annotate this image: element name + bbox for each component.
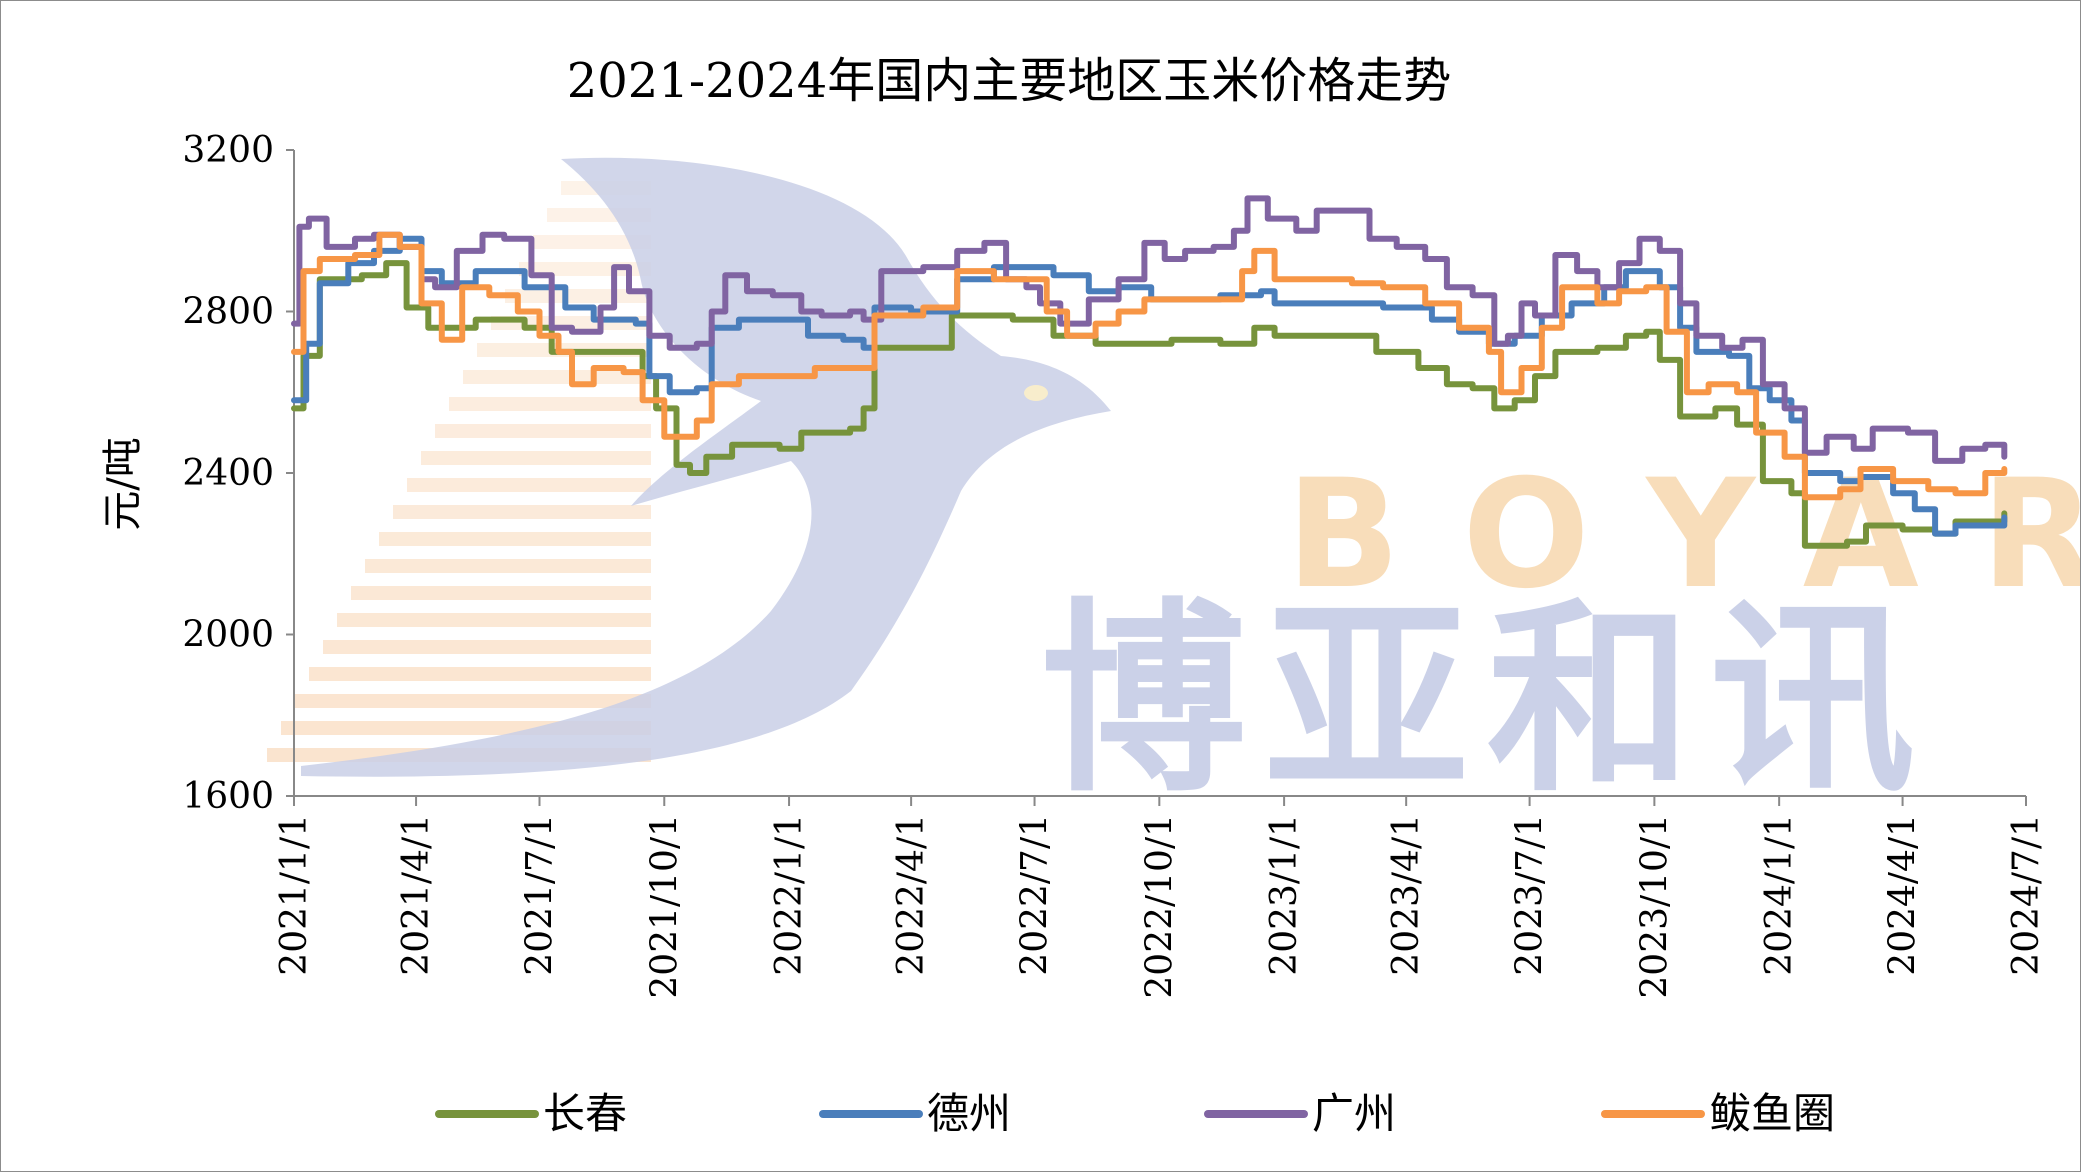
watermark-chinese-text: 博亚和讯 — [1041, 582, 1933, 820]
y-axis-label: 元/吨 — [100, 437, 146, 530]
watermark-stripe — [463, 370, 651, 384]
x-tick-label: 2021/1/1 — [274, 814, 315, 976]
x-tick-label: 2022/1/1 — [769, 814, 810, 976]
y-tick-label: 1600 — [182, 776, 274, 817]
watermark-stripe — [365, 559, 651, 573]
y-tick-label: 2800 — [182, 292, 274, 333]
y-tick-label: 3200 — [182, 130, 274, 171]
series-line-4 — [291, 231, 2008, 501]
x-tick-label: 2023/1/1 — [1264, 814, 1305, 976]
y-axis-ticks: 1600 2000 2400 2800 3200 — [182, 130, 294, 817]
x-tick-label: 2021/4/1 — [396, 814, 437, 976]
x-tick-label: 2024/1/1 — [1759, 814, 1800, 976]
x-axis-ticks: 2021/1/1 2021/4/1 2021/7/1 2021/10/1 2022/1/… — [274, 796, 2047, 999]
legend-label: 鲅鱼圈 — [1709, 1089, 1835, 1138]
x-tick-label: 2021/7/1 — [519, 814, 560, 976]
y-tick-label: 2000 — [182, 615, 274, 656]
legend-label: 广州 — [1312, 1089, 1396, 1138]
x-tick-label: 2022/4/1 — [891, 814, 932, 976]
legend: 长春 德州 广州 鲅鱼圈 — [435, 1089, 1835, 1138]
x-tick-label: 2024/4/1 — [1883, 814, 1924, 976]
watermark-stripe — [407, 478, 651, 492]
x-tick-label: 2023/4/1 — [1386, 814, 1427, 976]
legend-label: 长春 — [543, 1089, 627, 1138]
legend-label: 德州 — [927, 1089, 1011, 1138]
x-tick-label: 2023/10/1 — [1634, 814, 1675, 999]
series-lines — [291, 195, 2008, 549]
watermark-stripe — [309, 667, 651, 681]
watermark-stripe — [295, 694, 651, 708]
y-tick-label: 2400 — [182, 453, 274, 494]
watermark-stripe — [351, 586, 651, 600]
watermark-stripe — [323, 640, 651, 654]
watermark-stripe — [533, 235, 651, 249]
watermark-stripe — [393, 505, 651, 519]
chart-title: 2021-2024年国内主要地区玉米价格走势 — [567, 53, 1452, 109]
x-tick-label: 2022/7/1 — [1015, 814, 1056, 976]
watermark-stripes — [267, 181, 651, 762]
x-tick-label: 2022/10/1 — [1139, 814, 1180, 999]
series-line-1 — [291, 260, 2008, 549]
watermark-stripe — [337, 613, 651, 627]
x-tick-label: 2023/7/1 — [1510, 814, 1551, 976]
watermark-stripe — [449, 397, 651, 411]
watermark-stripe — [435, 424, 651, 438]
x-tick-label: 2021/10/1 — [644, 814, 685, 999]
watermark-stripe — [379, 532, 651, 546]
x-tick-label: 2024/7/1 — [2006, 814, 2047, 976]
watermark-bird-eye-icon — [1024, 385, 1048, 401]
watermark-stripe — [421, 451, 651, 465]
series-line-3 — [291, 195, 2008, 464]
